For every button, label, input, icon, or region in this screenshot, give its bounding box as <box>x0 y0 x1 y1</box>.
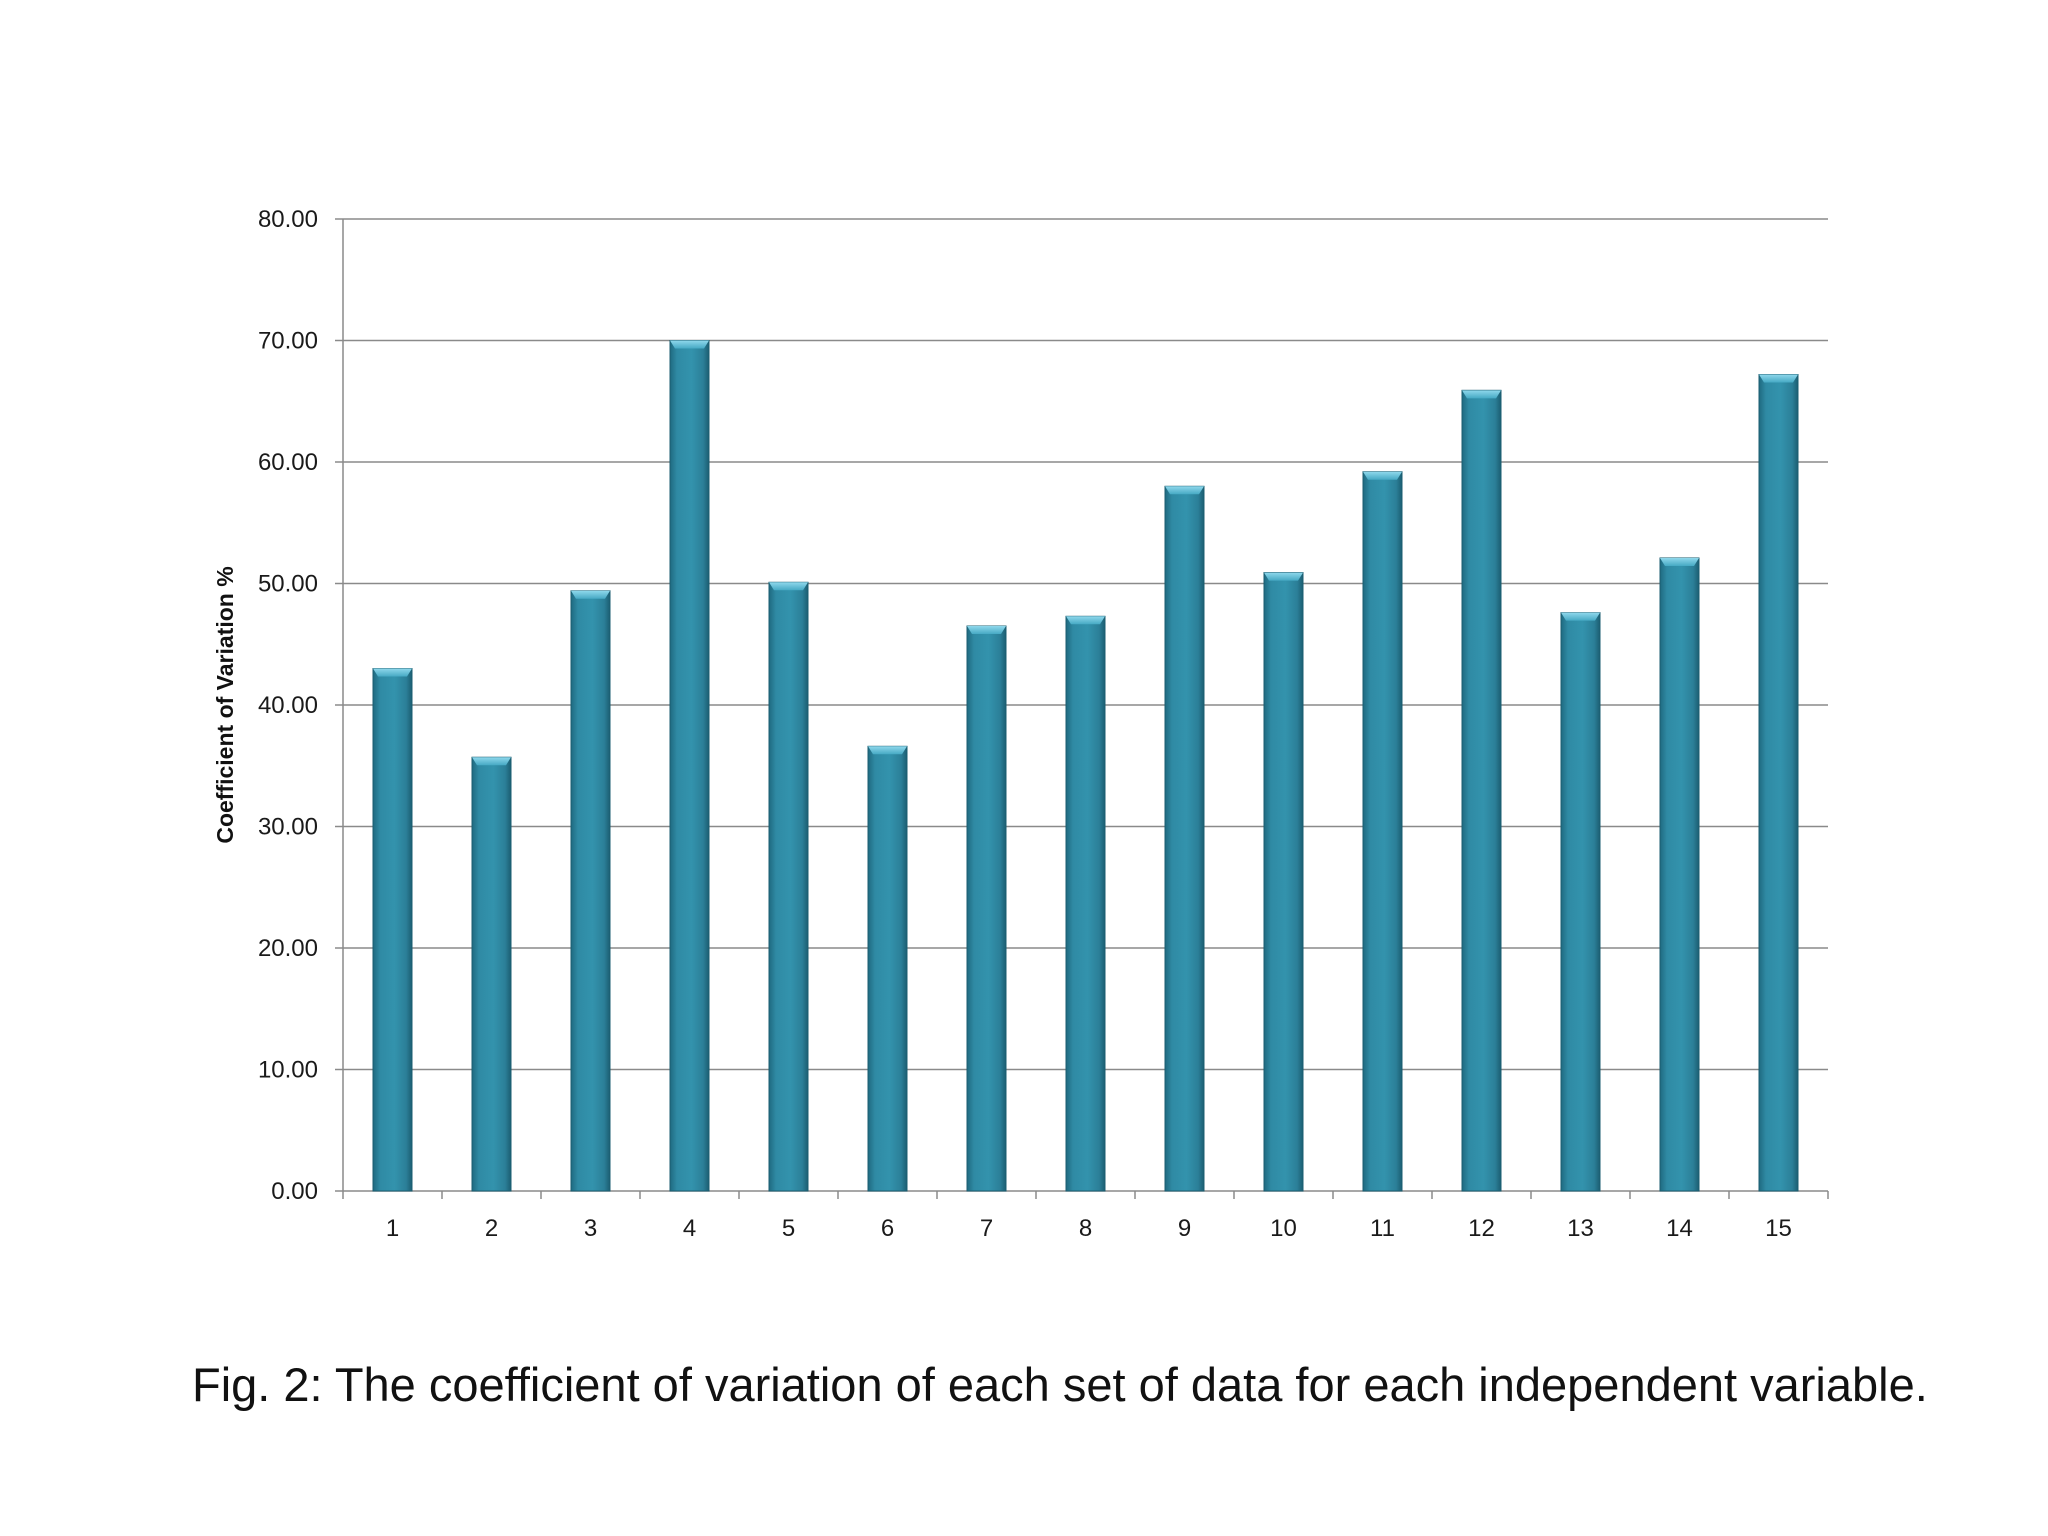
y-tick-labels: 0.00 10.00 20.00 30.00 40.00 50.00 60.00 70.00 8… <box>258 206 318 1205</box>
bar <box>669 340 710 1192</box>
bar-cap <box>1462 390 1501 399</box>
bar-cap <box>1264 572 1303 581</box>
x-tick-labels: 1 2 3 4 5 6 7 8 9 10 11 12 13 14 15 <box>386 1215 1792 1242</box>
bar-body <box>1164 485 1205 1192</box>
y-tick-label: 40.00 <box>258 692 318 719</box>
y-tick-label: 30.00 <box>258 814 318 841</box>
x-tick-label: 3 <box>584 1215 597 1242</box>
x-tick-label: 2 <box>485 1215 498 1242</box>
x-tick-label: 8 <box>1079 1215 1092 1242</box>
bar-cap <box>373 668 412 677</box>
bar-cap <box>769 582 808 591</box>
bar <box>966 625 1007 1192</box>
x-tick-label: 1 <box>386 1215 399 1242</box>
bar-body <box>1758 374 1799 1192</box>
bar-cap <box>1660 557 1699 566</box>
bar-cap <box>967 626 1006 635</box>
bar-body <box>1659 557 1700 1192</box>
bar-body <box>372 668 413 1192</box>
x-tick-label: 5 <box>782 1215 795 1242</box>
bar <box>372 668 413 1192</box>
x-tick-label: 4 <box>683 1215 696 1242</box>
bar <box>1263 572 1304 1192</box>
bar-body <box>867 745 908 1192</box>
bar-cap <box>472 757 511 766</box>
bar <box>1560 612 1601 1192</box>
bar-cap <box>571 590 610 599</box>
y-axis-title: Coefficient of Variation % <box>212 566 238 843</box>
x-tick-label: 13 <box>1567 1215 1594 1242</box>
bar <box>471 756 512 1192</box>
x-tick-label: 10 <box>1270 1215 1297 1242</box>
y-tick-label: 10.00 <box>258 1057 318 1084</box>
bar-cap <box>868 746 907 755</box>
bar-cap <box>1759 374 1798 383</box>
bar-body <box>1263 572 1304 1192</box>
bar <box>1461 389 1502 1192</box>
bar <box>570 590 611 1192</box>
bar-body <box>669 340 710 1192</box>
x-tick-label: 14 <box>1666 1215 1693 1242</box>
bar-cap <box>1561 612 1600 621</box>
bar-cap <box>1165 486 1204 495</box>
bar-cap <box>1066 616 1105 625</box>
y-tick-label: 50.00 <box>258 571 318 598</box>
bar-cap <box>1363 471 1402 480</box>
bar-body <box>1362 471 1403 1192</box>
x-tick-label: 12 <box>1468 1215 1495 1242</box>
y-tick-label: 80.00 <box>258 206 318 233</box>
bar <box>1362 471 1403 1192</box>
bar <box>768 581 809 1192</box>
x-tick-label: 9 <box>1178 1215 1191 1242</box>
y-tick-label: 0.00 <box>271 1178 318 1205</box>
bar-body <box>1560 612 1601 1192</box>
bar-cap <box>670 340 709 349</box>
x-tick-label: 7 <box>980 1215 993 1242</box>
bar <box>1758 374 1799 1192</box>
bar-body <box>1065 615 1106 1192</box>
bars <box>372 340 1799 1192</box>
x-tick-label: 6 <box>881 1215 894 1242</box>
bar-body <box>1461 389 1502 1192</box>
y-tick-label: 20.00 <box>258 935 318 962</box>
bar <box>867 745 908 1192</box>
bar-body <box>966 625 1007 1192</box>
bar-body <box>471 756 512 1192</box>
bar-body <box>570 590 611 1192</box>
y-tick-label: 60.00 <box>258 449 318 476</box>
bar <box>1164 485 1205 1192</box>
bar-body <box>768 581 809 1192</box>
bar <box>1065 615 1106 1192</box>
x-tick-label: 15 <box>1765 1215 1792 1242</box>
bar <box>1659 557 1700 1192</box>
figure-caption: Fig. 2: The coefficient of variation of … <box>192 1358 1928 1411</box>
y-tick-label: 70.00 <box>258 328 318 355</box>
x-tick-label: 11 <box>1370 1215 1395 1242</box>
